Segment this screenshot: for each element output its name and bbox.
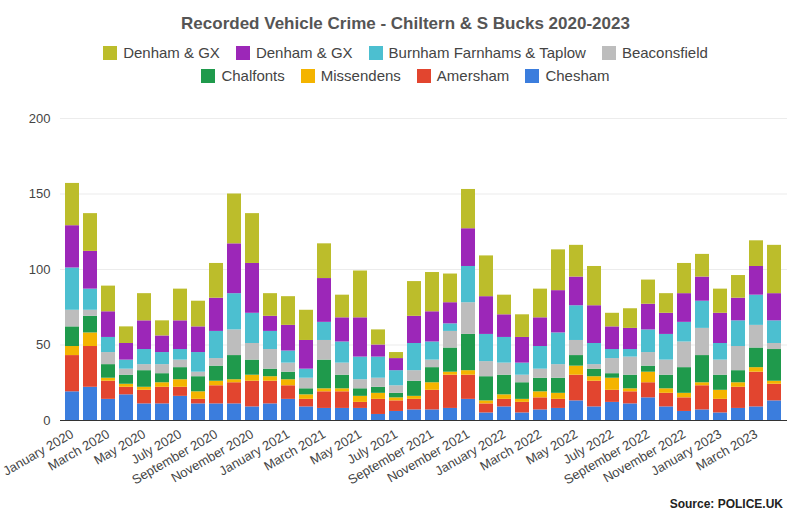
- svg-text:0: 0: [43, 413, 50, 428]
- html-text:Denham & GX: Denham & GX: [123, 44, 220, 61]
- html-text:Recorded Vehicle Crime - Chilt: Recorded Vehicle Crime - Chiltern & S Bu…: [181, 14, 630, 33]
- svg-text:November 2022: November 2022: [600, 426, 689, 486]
- svg-text:July 2020: July 2020: [128, 426, 185, 467]
- svg-text:March 2022: March 2022: [477, 426, 545, 474]
- svg-text:March 2020: March 2020: [45, 426, 113, 474]
- html-text:Chalfonts: Chalfonts: [221, 67, 285, 84]
- html-text:Source: POLICE.UK: Source: POLICE.UK: [669, 497, 783, 511]
- html-text:Denham & GX: Denham & GX: [255, 44, 353, 61]
- svg-text:150: 150: [29, 186, 51, 201]
- svg-text:September 2022: September 2022: [561, 426, 653, 488]
- svg-text:March 2023: March 2023: [693, 426, 760, 473]
- svg-text:May 2022: May 2022: [523, 426, 581, 468]
- html-text:Burnham Farnhams & Taplow: Burnham Farnhams & Taplow: [388, 44, 586, 61]
- svg-text:September 2020: September 2020: [129, 426, 221, 488]
- html-text:Missendens: Missendens: [320, 67, 401, 84]
- html-text:Beaconsfield: Beaconsfield: [621, 44, 708, 61]
- svg-text:March 2021: March 2021: [261, 426, 329, 474]
- svg-text:50: 50: [36, 337, 50, 352]
- html-text:Chesham: Chesham: [545, 67, 610, 84]
- html-text:Amersham: Amersham: [436, 67, 510, 84]
- svg-text:November 2021: November 2021: [384, 426, 473, 486]
- svg-text:January 2022: January 2022: [432, 426, 509, 479]
- svg-text:200: 200: [29, 111, 51, 126]
- svg-text:May 2021: May 2021: [307, 426, 365, 468]
- svg-text:May 2020: May 2020: [91, 426, 149, 468]
- svg-text:100: 100: [29, 262, 51, 277]
- svg-text:January 2023: January 2023: [648, 426, 725, 479]
- svg-text:July 2022: July 2022: [560, 426, 617, 467]
- svg-text:January 2020: January 2020: [0, 426, 77, 479]
- svg-text:September 2021: September 2021: [345, 426, 437, 488]
- svg-text:July 2021: July 2021: [344, 426, 401, 467]
- svg-text:January 2021: January 2021: [216, 426, 293, 479]
- svg-text:November 2020: November 2020: [168, 426, 257, 486]
